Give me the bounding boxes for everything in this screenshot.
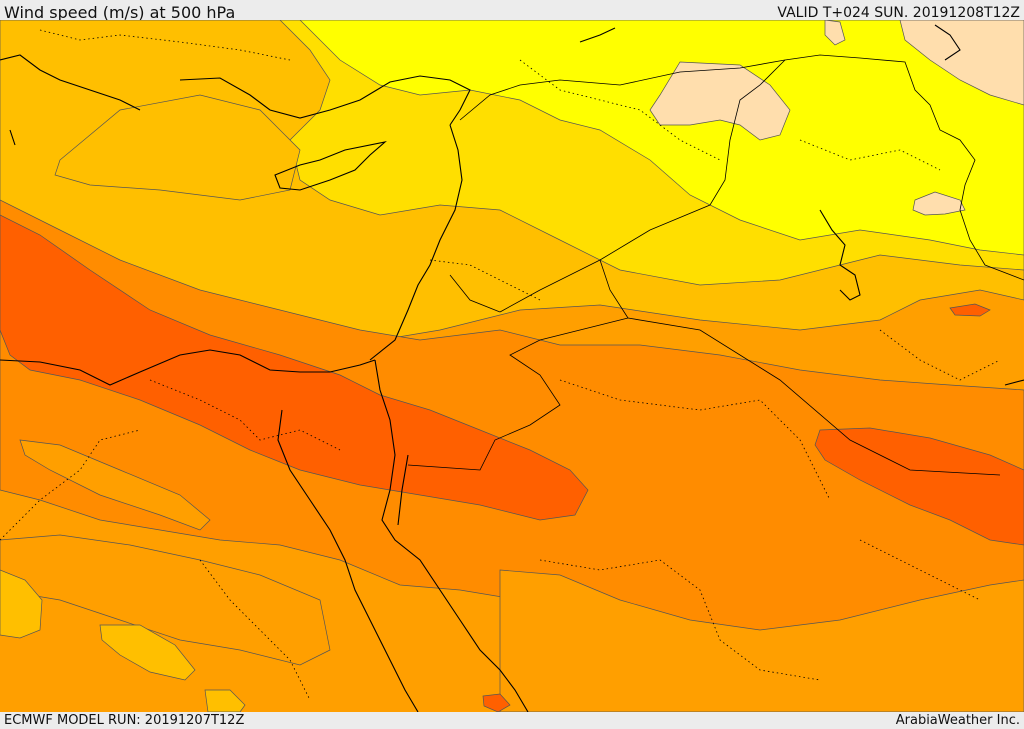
band-very-light-2 (899, 20, 1024, 106)
band-very-light-3 (912, 191, 966, 216)
band-very-light-4 (824, 20, 846, 46)
band-orange-dark-jet (0, 214, 589, 521)
model-run-label: ECMWF MODEL RUN: 20191207T12Z (4, 713, 245, 728)
wind-speed-map (0, 20, 1024, 712)
band-orange-dark-jet-2 (814, 427, 1024, 546)
valid-time-label: VALID T+024 SUN. 20191208T12Z (777, 5, 1020, 21)
band-orange-dark-pocket-2 (482, 693, 511, 712)
credit-label: ArabiaWeather Inc. (895, 713, 1020, 728)
map-title: Wind speed (m/s) at 500 hPa (4, 3, 236, 22)
band-amber-pocket-1 (99, 624, 196, 681)
country-borders (407, 54, 1024, 476)
band-orange-light-lobe-1 (0, 534, 331, 666)
band-amber-pocket-3 (204, 689, 246, 712)
band-orange-light-lobe-2 (19, 439, 211, 531)
band-yellow (299, 20, 1024, 256)
map-canvas (0, 20, 1024, 712)
coastlines (0, 24, 1024, 712)
internal-borders (0, 29, 1001, 701)
title-bar: Wind speed (m/s) at 500 hPa VALID T+024 … (0, 0, 1024, 22)
band-very-light-1 (649, 61, 791, 141)
band-orange-dark-pocket (949, 303, 991, 317)
band-amber-pocket-2 (0, 569, 43, 639)
band-amber-lobe (54, 94, 301, 201)
band-orange-light-lobe-3 (499, 569, 1024, 712)
footer-bar: ECMWF MODEL RUN: 20191207T12Z ArabiaWeat… (0, 712, 1024, 729)
